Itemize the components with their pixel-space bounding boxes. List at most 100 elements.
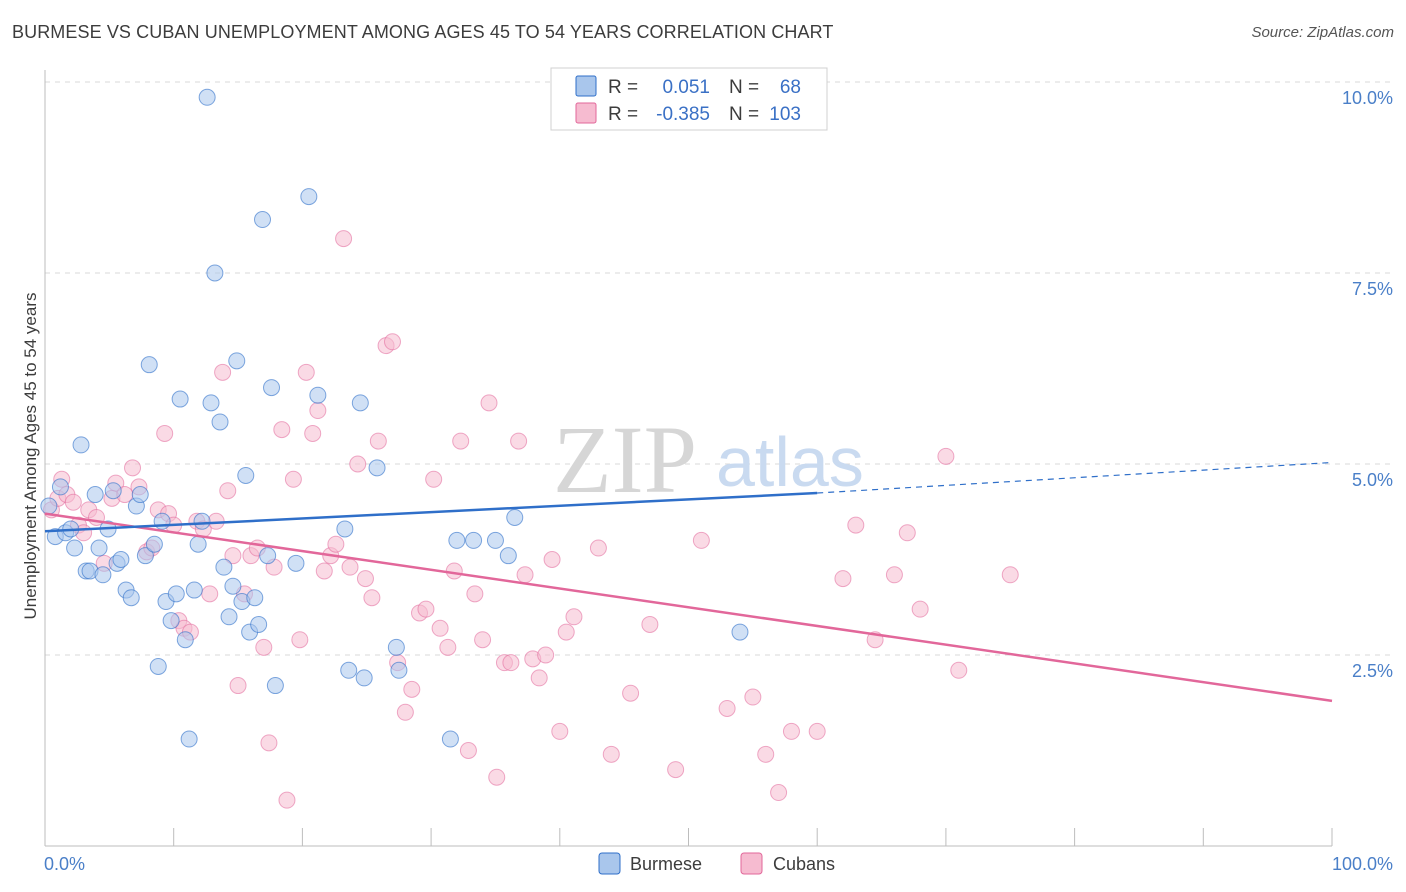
- burmese-point-50: [266, 677, 284, 695]
- burmese-point-59: [387, 638, 405, 656]
- burmese-point-13: [104, 482, 122, 500]
- cubans-point-76: [530, 669, 548, 687]
- cubans-point-102: [1001, 566, 1019, 584]
- cubans-point-29: [219, 482, 237, 500]
- burmese-point-51: [287, 554, 305, 572]
- cubans-point-28: [214, 363, 232, 381]
- burmese-point-65: [499, 547, 517, 565]
- burmese-point-21: [140, 356, 158, 374]
- cubans-point-42: [297, 363, 315, 381]
- cubans-point-94: [834, 570, 852, 588]
- watermark: ZIP atlas: [553, 406, 864, 513]
- series-legend-swatch-cubans: [740, 852, 763, 875]
- burmese-point-58: [368, 459, 386, 477]
- y-axis-title: Unemployment Among Ages 45 to 54 years: [21, 293, 40, 620]
- burmese-point-55: [340, 661, 358, 679]
- watermark-zip: ZIP: [553, 406, 697, 513]
- cubans-point-31: [229, 677, 247, 695]
- legend-n-label-cubans: N =: [729, 104, 759, 125]
- legend-box: [550, 67, 828, 131]
- cubans-trend-line: [44, 512, 1333, 703]
- y-tick-label-2: 7.5%: [1352, 279, 1393, 299]
- burmese-point-2: [51, 478, 69, 496]
- cubans-point-73: [510, 432, 528, 450]
- watermark-atlas: atlas: [716, 423, 864, 501]
- legend-n-label-burmese: N =: [729, 77, 759, 98]
- cubans-point-83: [602, 745, 620, 763]
- cubans-point-36: [260, 734, 278, 752]
- burmese-point-31: [185, 581, 203, 599]
- legend-r-label-burmese: R =: [608, 77, 638, 98]
- burmese-point-46: [250, 615, 268, 633]
- burmese-point-38: [215, 558, 233, 576]
- series-legend: Burmese Cubans: [598, 852, 835, 875]
- cubans-point-100: [937, 447, 955, 465]
- cubans-point-13: [124, 459, 142, 477]
- burmese-point-66: [506, 508, 524, 526]
- burmese-point-17: [122, 589, 140, 607]
- cubans-point-40: [284, 470, 302, 488]
- cubans-point-35: [255, 638, 273, 656]
- cubans-point-38: [273, 421, 291, 439]
- cubans-point-77: [537, 646, 555, 664]
- burmese-point-62: [448, 531, 466, 549]
- burmese-point-57: [355, 669, 373, 687]
- burmese-point-15: [112, 551, 130, 568]
- cubans-point-44: [309, 402, 327, 420]
- cubans-point-84: [622, 684, 640, 702]
- cubans-point-97: [885, 566, 903, 584]
- legend-r-label-cubans: R =: [608, 104, 638, 125]
- burmese-point-56: [351, 394, 369, 412]
- burmese-point-41: [228, 352, 246, 370]
- burmese-point-20: [136, 547, 154, 565]
- burmese-point-64: [486, 531, 504, 549]
- cubans-point-86: [667, 761, 685, 779]
- cubans-point-58: [403, 680, 421, 698]
- burmese-trend-line: [44, 491, 818, 533]
- cubans-point-60: [417, 600, 435, 618]
- trend-lines: [44, 461, 1333, 703]
- cubans-point-43: [304, 424, 322, 442]
- burmese-point-6: [72, 436, 90, 454]
- cubans-point-47: [327, 535, 345, 553]
- legend-swatch-cubans: [575, 102, 597, 124]
- cubans-point-63: [439, 638, 457, 656]
- burmese-point-52: [300, 188, 318, 206]
- legend-swatch-burmese: [575, 75, 597, 97]
- legend-r-value-cubans: -0.385: [656, 104, 710, 125]
- y-tick-label-3: 10.0%: [1342, 88, 1393, 108]
- correlation-legend: R = 0.051 N = 68 R = -0.385 N = 103: [550, 67, 828, 131]
- source-label: Source: ZipAtlas.com: [1251, 24, 1394, 41]
- series-legend-swatch-burmese: [598, 852, 621, 875]
- cubans-point-51: [356, 570, 374, 588]
- burmese-point-34: [198, 88, 216, 106]
- cubans-point-55: [383, 333, 401, 351]
- cubans-point-41: [291, 631, 309, 649]
- cubans-point-50: [349, 455, 367, 473]
- burmese-point-28: [171, 390, 189, 408]
- burmese-point-37: [211, 413, 229, 431]
- cubans-point-99: [911, 600, 929, 618]
- burmese-point-22: [145, 535, 163, 553]
- cubans-point-82: [589, 539, 607, 557]
- y-tick-labels: 2.5% 5.0% 7.5% 10.0%: [1342, 88, 1393, 681]
- cubans-point-57: [396, 703, 414, 721]
- burmese-point-32: [189, 535, 207, 553]
- cubans-point-89: [744, 688, 762, 706]
- burmese-point-36: [206, 264, 224, 282]
- cubans-point-93: [808, 722, 826, 740]
- cubans-point-69: [480, 394, 498, 412]
- cubans-point-65: [452, 432, 470, 450]
- cubans-point-88: [718, 699, 736, 717]
- cubans-point-92: [782, 722, 800, 740]
- burmese-point-47: [254, 211, 272, 229]
- cubans-point-30: [224, 547, 242, 565]
- legend-r-value-burmese: 0.051: [662, 77, 710, 98]
- burmese-point-48: [259, 547, 277, 565]
- cubans-point-91: [770, 784, 788, 802]
- cubans-point-98: [898, 524, 916, 542]
- burmese-point-53: [309, 386, 327, 404]
- chart-title: BURMESE VS CUBAN UNEMPLOYMENT AMONG AGES…: [12, 22, 834, 42]
- cubans-point-70: [488, 768, 506, 786]
